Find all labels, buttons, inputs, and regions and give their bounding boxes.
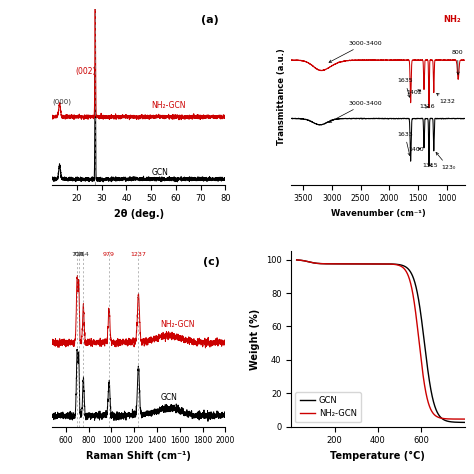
Text: 3000-3400: 3000-3400 [329,100,383,122]
Text: 123₀: 123₀ [436,153,456,170]
Text: 800: 800 [452,50,464,74]
NH₂-GCN [313,260,319,266]
Text: 3000-3400: 3000-3400 [329,41,383,63]
Text: 1635: 1635 [397,78,412,97]
GCN [365,261,371,267]
Legend: GCN, NH₂-GCN: GCN, NH₂-GCN [295,392,361,422]
Text: GCN: GCN [151,168,168,177]
Text: (a): (a) [201,15,219,25]
Text: (c): (c) [203,256,220,266]
GCN [358,261,364,267]
GCN [294,257,300,263]
X-axis label: Wavenumber (cm⁻¹): Wavenumber (cm⁻¹) [330,209,425,218]
GCN [462,419,467,425]
GCN [323,261,328,266]
NH₂-GCN [323,261,328,266]
Text: 1316: 1316 [419,104,435,109]
NH₂-GCN [440,416,446,421]
Line: GCN: GCN [297,260,465,422]
Text: 1400: 1400 [408,147,424,152]
Text: NH₂: NH₂ [444,15,461,24]
Y-axis label: Weight (%): Weight (%) [250,309,260,370]
X-axis label: Temperature (°C): Temperature (°C) [330,451,425,461]
Text: 979: 979 [103,253,115,257]
NH₂-GCN [458,416,464,422]
Text: 700: 700 [72,253,83,257]
NH₂-GCN [365,261,371,267]
Text: 1402: 1402 [407,90,422,95]
GCN [458,419,464,425]
Y-axis label: Transmittance (a.u.): Transmittance (a.u.) [277,49,286,146]
GCN [313,260,319,266]
Text: 714: 714 [73,253,85,257]
NH₂-GCN [358,261,364,267]
Text: 754: 754 [77,253,89,257]
NH₂-GCN [294,257,300,263]
Text: NH₂-GCN: NH₂-GCN [151,101,186,110]
X-axis label: Raman Shift (cm⁻¹): Raman Shift (cm⁻¹) [86,451,191,461]
Line: NH₂-GCN: NH₂-GCN [297,260,465,419]
Text: (002): (002) [76,67,96,76]
Text: 1633: 1633 [397,132,413,155]
Text: 1232: 1232 [437,93,456,104]
Text: NH₂-GCN: NH₂-GCN [160,319,195,328]
Text: GCN: GCN [160,392,177,401]
Text: 1315: 1315 [422,163,438,168]
NH₂-GCN [462,416,467,422]
X-axis label: 2θ (deg.): 2θ (deg.) [114,209,164,219]
GCN [440,417,446,422]
Text: 1237: 1237 [130,253,146,257]
Text: (000): (000) [53,98,72,105]
